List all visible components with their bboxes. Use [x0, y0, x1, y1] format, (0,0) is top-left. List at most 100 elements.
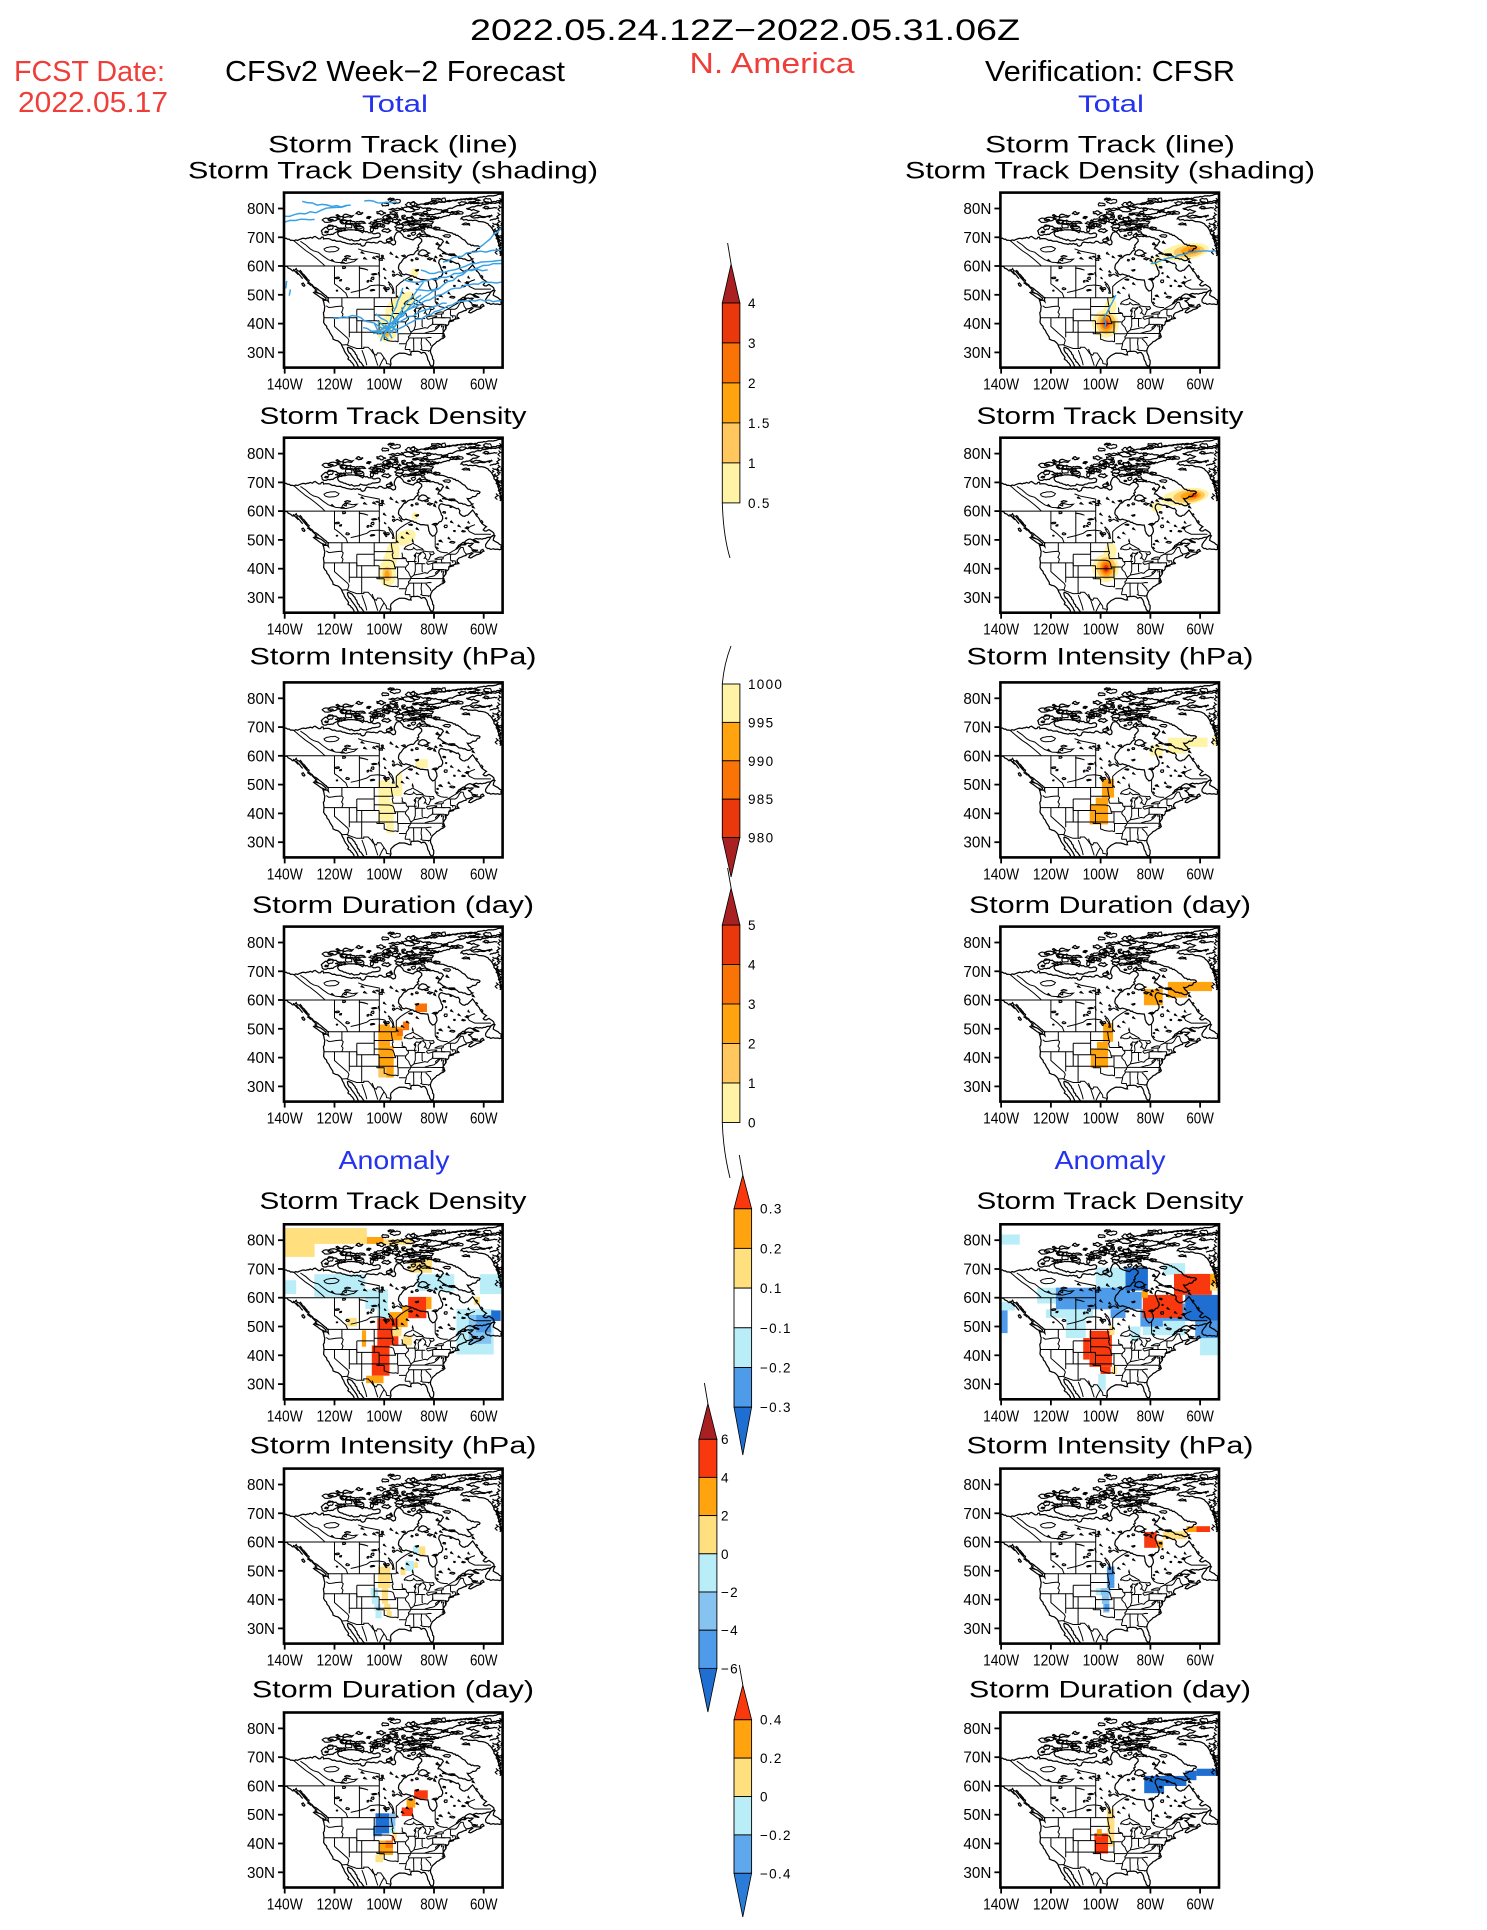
svg-text:70N: 70N: [963, 230, 991, 247]
svg-text:−6: −6: [721, 1661, 739, 1676]
svg-text:50N: 50N: [247, 777, 275, 794]
svg-text:60N: 60N: [247, 993, 275, 1010]
svg-text:70N: 70N: [963, 720, 991, 737]
svg-text:0: 0: [760, 1790, 769, 1805]
svg-text:140W: 140W: [983, 866, 1020, 883]
svg-text:2: 2: [748, 376, 757, 391]
svg-text:140W: 140W: [267, 1111, 304, 1128]
svg-text:1: 1: [748, 456, 757, 471]
svg-text:Storm Track Density: Storm Track Density: [260, 403, 527, 430]
svg-text:1.5: 1.5: [748, 416, 771, 431]
svg-text:50N: 50N: [247, 1563, 275, 1580]
svg-text:140W: 140W: [983, 377, 1020, 394]
svg-text:140W: 140W: [267, 622, 304, 639]
svg-text:80N: 80N: [963, 1233, 991, 1250]
svg-text:Storm Track Density (shading): Storm Track Density (shading): [188, 158, 598, 185]
svg-text:80W: 80W: [1137, 1111, 1165, 1128]
svg-text:−0.2: −0.2: [760, 1361, 792, 1376]
svg-text:40N: 40N: [963, 1836, 991, 1853]
svg-text:0: 0: [748, 1116, 757, 1131]
svg-text:140W: 140W: [983, 1897, 1020, 1914]
svg-text:30N: 30N: [963, 1377, 991, 1394]
svg-text:60N: 60N: [247, 748, 275, 765]
svg-text:30N: 30N: [247, 590, 275, 607]
svg-text:100W: 100W: [366, 377, 403, 394]
svg-text:80N: 80N: [963, 1477, 991, 1494]
svg-text:−0.2: −0.2: [760, 1828, 792, 1843]
svg-text:30N: 30N: [247, 1377, 275, 1394]
svg-text:30N: 30N: [963, 1079, 991, 1096]
svg-text:30N: 30N: [247, 835, 275, 852]
svg-text:120W: 120W: [1033, 1408, 1070, 1425]
svg-text:Total: Total: [1078, 91, 1144, 118]
svg-text:70N: 70N: [247, 1750, 275, 1767]
svg-text:70N: 70N: [247, 1506, 275, 1523]
svg-text:80N: 80N: [963, 446, 991, 463]
svg-text:100W: 100W: [366, 1111, 403, 1128]
svg-text:0.3: 0.3: [760, 1202, 783, 1217]
svg-text:Storm Duration (day): Storm Duration (day): [252, 1677, 534, 1704]
svg-text:70N: 70N: [247, 1262, 275, 1279]
svg-text:30N: 30N: [247, 1865, 275, 1882]
svg-text:40N: 40N: [247, 1592, 275, 1609]
svg-text:140W: 140W: [267, 1897, 304, 1914]
svg-text:CFSv2 Week−2 Forecast: CFSv2 Week−2 Forecast: [225, 56, 565, 88]
svg-text:120W: 120W: [317, 622, 354, 639]
svg-text:100W: 100W: [1083, 1897, 1120, 1914]
svg-text:40N: 40N: [963, 1348, 991, 1365]
svg-text:80N: 80N: [963, 691, 991, 708]
svg-text:60W: 60W: [470, 1408, 498, 1425]
svg-text:60N: 60N: [247, 1778, 275, 1795]
svg-text:140W: 140W: [983, 1111, 1020, 1128]
svg-text:60W: 60W: [1186, 622, 1214, 639]
svg-text:140W: 140W: [267, 1408, 304, 1425]
svg-text:60W: 60W: [1186, 1408, 1214, 1425]
svg-text:80W: 80W: [1137, 1408, 1165, 1425]
svg-text:80W: 80W: [420, 1111, 448, 1128]
svg-text:60N: 60N: [247, 259, 275, 276]
svg-text:120W: 120W: [317, 1408, 354, 1425]
svg-text:60W: 60W: [1186, 1897, 1214, 1914]
svg-text:120W: 120W: [317, 1111, 354, 1128]
svg-text:60N: 60N: [963, 259, 991, 276]
svg-text:50N: 50N: [963, 1319, 991, 1336]
svg-text:140W: 140W: [983, 622, 1020, 639]
svg-text:40N: 40N: [247, 316, 275, 333]
svg-text:70N: 70N: [247, 720, 275, 737]
svg-text:0.2: 0.2: [760, 1751, 783, 1766]
svg-text:3: 3: [748, 336, 757, 351]
svg-text:60N: 60N: [247, 1535, 275, 1552]
svg-text:80N: 80N: [247, 1721, 275, 1738]
svg-text:30N: 30N: [963, 590, 991, 607]
svg-text:1: 1: [748, 1076, 757, 1091]
svg-text:6: 6: [721, 1432, 730, 1447]
svg-text:Storm Track Density: Storm Track Density: [977, 1188, 1244, 1215]
svg-text:Storm Track Density (shading): Storm Track Density (shading): [905, 158, 1315, 185]
svg-text:120W: 120W: [1033, 1111, 1070, 1128]
svg-text:5: 5: [748, 918, 757, 933]
svg-text:50N: 50N: [247, 1021, 275, 1038]
svg-text:140W: 140W: [267, 1653, 304, 1670]
svg-text:60N: 60N: [963, 1535, 991, 1552]
svg-text:40N: 40N: [963, 1592, 991, 1609]
svg-text:0.2: 0.2: [760, 1241, 783, 1256]
svg-text:120W: 120W: [317, 377, 354, 394]
svg-text:120W: 120W: [1033, 1653, 1070, 1670]
svg-text:60W: 60W: [1186, 377, 1214, 394]
svg-text:Total: Total: [362, 91, 428, 118]
svg-text:50N: 50N: [963, 1563, 991, 1580]
svg-text:−0.3: −0.3: [760, 1400, 792, 1415]
svg-text:40N: 40N: [247, 806, 275, 823]
svg-text:80N: 80N: [963, 935, 991, 952]
svg-text:2: 2: [721, 1509, 730, 1524]
svg-text:60W: 60W: [1186, 866, 1214, 883]
svg-text:60W: 60W: [470, 1653, 498, 1670]
svg-text:2022.05.17: 2022.05.17: [18, 87, 168, 119]
svg-text:70N: 70N: [247, 964, 275, 981]
svg-text:Storm Duration (day): Storm Duration (day): [969, 892, 1251, 919]
svg-text:70N: 70N: [963, 1750, 991, 1767]
svg-text:Anomaly: Anomaly: [339, 1145, 450, 1175]
svg-text:120W: 120W: [317, 1897, 354, 1914]
svg-text:100W: 100W: [1083, 622, 1120, 639]
svg-text:50N: 50N: [963, 287, 991, 304]
